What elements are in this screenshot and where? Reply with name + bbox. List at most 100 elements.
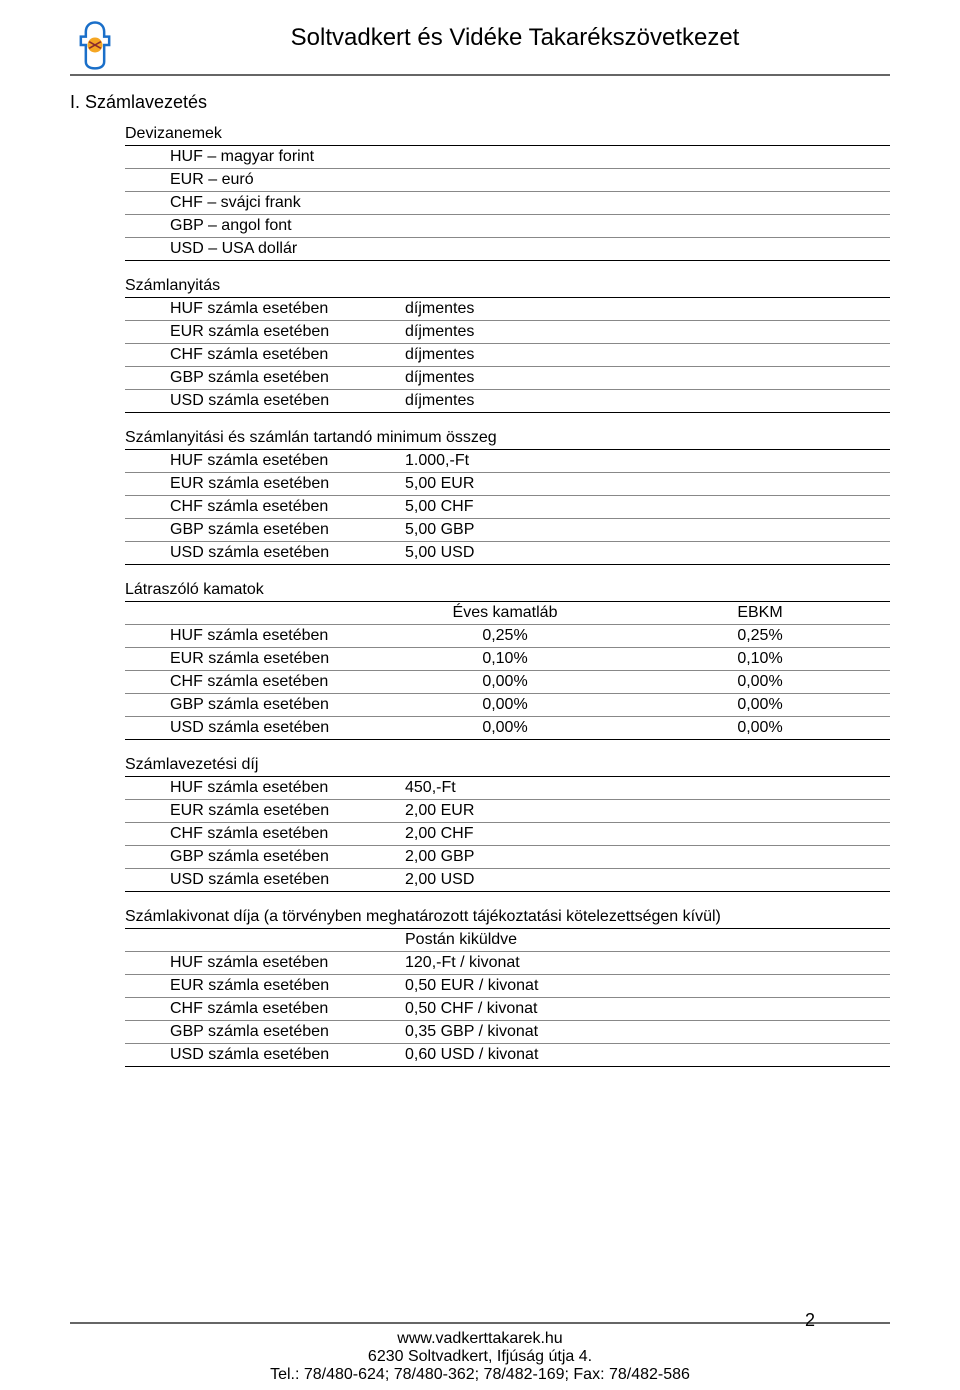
interest-rate: 0,10%: [380, 650, 630, 668]
fee-row: GBP számla esetében2,00 GBP: [125, 846, 890, 869]
interest-ebkm: 0,00%: [630, 696, 890, 714]
interest-ebkm: 0,00%: [630, 673, 890, 691]
interest-col2: EBKM: [630, 604, 890, 622]
statement-title: Számlakivonat díja (a törvényben meghatá…: [125, 906, 890, 929]
minimum-label: EUR számla esetében: [170, 475, 405, 493]
opening-row: USD számla esetébendíjmentes: [125, 390, 890, 413]
interest-header-row: Éves kamatláb EBKM: [125, 602, 890, 625]
statement-row: CHF számla esetében0,50 CHF / kivonat: [125, 998, 890, 1021]
statement-col-header: Postán kiküldve: [125, 931, 517, 949]
minimum-value: 5,00 CHF: [405, 498, 605, 516]
interest-row: HUF számla esetében0,25%0,25%: [125, 625, 890, 648]
statement-value: 120,-Ft / kivonat: [405, 954, 605, 972]
interest-label: HUF számla esetében: [125, 627, 380, 645]
interest-row: CHF számla esetében0,00%0,00%: [125, 671, 890, 694]
statement-row: GBP számla esetében0,35 GBP / kivonat: [125, 1021, 890, 1044]
interest-block: Látraszóló kamatok Éves kamatláb EBKM HU…: [70, 579, 890, 740]
minimum-label: HUF számla esetében: [170, 452, 405, 470]
opening-label: HUF számla esetében: [170, 300, 405, 318]
statement-row: EUR számla esetében0,50 EUR / kivonat: [125, 975, 890, 998]
interest-rate: 0,00%: [380, 673, 630, 691]
opening-title: Számlanyitás: [125, 275, 890, 298]
minimum-label: USD számla esetében: [170, 544, 405, 562]
opening-value: díjmentes: [405, 346, 605, 364]
opening-row: EUR számla esetébendíjmentes: [125, 321, 890, 344]
currency-text: CHF – svájci frank: [170, 194, 301, 212]
opening-label: USD számla esetében: [170, 392, 405, 410]
minimum-row: GBP számla esetében5,00 GBP: [125, 519, 890, 542]
footer-contact: Tel.: 78/480-624; 78/480-362; 78/482-169…: [70, 1366, 890, 1384]
opening-block: Számlanyitás HUF számla esetébendíjmente…: [125, 275, 890, 413]
interest-label: USD számla esetében: [125, 719, 380, 737]
fee-label: EUR számla esetében: [170, 802, 405, 820]
currency-row: HUF – magyar forint: [125, 146, 890, 169]
currency-text: GBP – angol font: [170, 217, 292, 235]
opening-value: díjmentes: [405, 300, 605, 318]
interest-title: Látraszóló kamatok: [125, 579, 890, 602]
fee-title: Számlavezetési díj: [125, 754, 890, 777]
currencies-title: Devizanemek: [125, 123, 890, 146]
opening-value: díjmentes: [405, 392, 605, 410]
fee-value: 2,00 EUR: [405, 802, 605, 820]
org-name: Soltvadkert és Vidéke Takarékszövetkezet: [140, 20, 890, 52]
currency-row: EUR – euró: [125, 169, 890, 192]
fee-value: 2,00 USD: [405, 871, 605, 889]
minimum-label: CHF számla esetében: [170, 498, 405, 516]
minimum-label: GBP számla esetében: [170, 521, 405, 539]
interest-row: USD számla esetében0,00%0,00%: [125, 717, 890, 740]
interest-label: CHF számla esetében: [125, 673, 380, 691]
statement-header-row: Postán kiküldve: [125, 929, 890, 952]
minimum-row: EUR számla esetében5,00 EUR: [125, 473, 890, 496]
minimum-title: Számlanyitási és számlán tartandó minimu…: [125, 427, 890, 450]
interest-label: EUR számla esetében: [125, 650, 380, 668]
currency-row: USD – USA dollár: [125, 238, 890, 261]
fee-row: USD számla esetében2,00 USD: [125, 869, 890, 892]
interest-label: GBP számla esetében: [125, 696, 380, 714]
statement-label: EUR számla esetében: [170, 977, 405, 995]
fee-row: HUF számla esetében450,-Ft: [125, 777, 890, 800]
statement-row: HUF számla esetében120,-Ft / kivonat: [125, 952, 890, 975]
statement-value: 0,60 USD / kivonat: [405, 1046, 605, 1064]
fee-block: Számlavezetési díj HUF számla esetében45…: [125, 754, 890, 892]
fee-value: 450,-Ft: [405, 779, 605, 797]
minimum-block: Számlanyitási és számlán tartandó minimu…: [125, 427, 890, 565]
statement-value: 0,50 CHF / kivonat: [405, 1000, 605, 1018]
interest-rate: 0,00%: [380, 719, 630, 737]
interest-row: EUR számla esetében0,10%0,10%: [125, 648, 890, 671]
section-heading: I. Számlavezetés: [70, 92, 890, 113]
opening-label: EUR számla esetében: [170, 323, 405, 341]
opening-row: CHF számla esetébendíjmentes: [125, 344, 890, 367]
org-logo: [70, 20, 120, 70]
minimum-row: CHF számla esetében5,00 CHF: [125, 496, 890, 519]
footer-rule: [70, 1322, 890, 1324]
opening-value: díjmentes: [405, 369, 605, 387]
interest-ebkm: 0,00%: [630, 719, 890, 737]
currency-text: HUF – magyar forint: [170, 148, 314, 166]
statement-value: 0,50 EUR / kivonat: [405, 977, 605, 995]
fee-label: HUF számla esetében: [170, 779, 405, 797]
fee-row: CHF számla esetében2,00 CHF: [125, 823, 890, 846]
page-number: 2: [805, 1310, 815, 1331]
fee-label: CHF számla esetében: [170, 825, 405, 843]
statement-label: GBP számla esetében: [170, 1023, 405, 1041]
interest-col1: Éves kamatláb: [380, 604, 630, 622]
interest-rate: 0,25%: [380, 627, 630, 645]
fee-label: USD számla esetében: [170, 871, 405, 889]
interest-ebkm: 0,10%: [630, 650, 890, 668]
footer-address: 6230 Soltvadkert, Ifjúság útja 4.: [70, 1348, 890, 1366]
minimum-value: 5,00 GBP: [405, 521, 605, 539]
opening-row: GBP számla esetébendíjmentes: [125, 367, 890, 390]
footer-website: www.vadkerttakarek.hu: [70, 1330, 890, 1348]
fee-value: 2,00 CHF: [405, 825, 605, 843]
statement-row: USD számla esetében0,60 USD / kivonat: [125, 1044, 890, 1067]
fee-value: 2,00 GBP: [405, 848, 605, 866]
minimum-row: HUF számla esetében1.000,-Ft: [125, 450, 890, 473]
currencies-block: Devizanemek HUF – magyar forint EUR – eu…: [125, 123, 890, 261]
statement-label: USD számla esetében: [170, 1046, 405, 1064]
fee-row: EUR számla esetében2,00 EUR: [125, 800, 890, 823]
currency-row: GBP – angol font: [125, 215, 890, 238]
interest-row: GBP számla esetében0,00%0,00%: [125, 694, 890, 717]
statement-label: CHF számla esetében: [170, 1000, 405, 1018]
page-footer: 2 www.vadkerttakarek.hu 6230 Soltvadkert…: [0, 1312, 960, 1390]
minimum-value: 1.000,-Ft: [405, 452, 605, 470]
